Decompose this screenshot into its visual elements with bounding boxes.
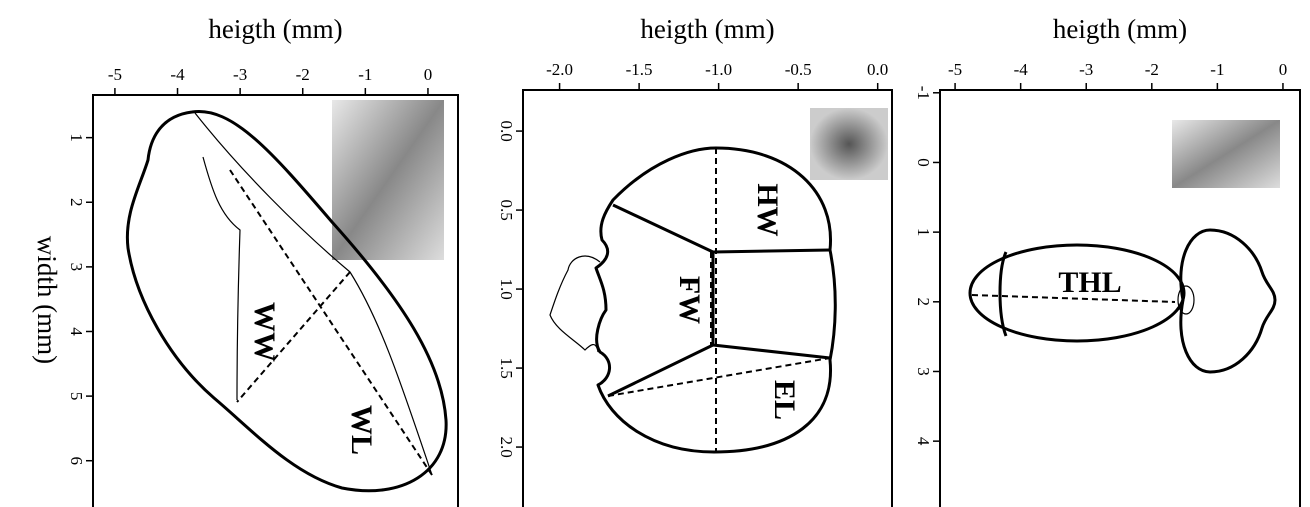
measure-label: FW (673, 276, 706, 324)
x-tick-label: -0.5 (785, 60, 812, 79)
x-tick-label: -5 (108, 65, 122, 84)
measure-label: THL (1058, 266, 1121, 299)
x-tick-label: -2.0 (546, 60, 573, 79)
y-tick-label: 3 (67, 263, 86, 272)
figure: width (mm) WW WL HW FW EL THL (0, 0, 1310, 507)
y-tick-label: 0.5 (497, 199, 516, 220)
x-tick-label: -1 (1210, 60, 1224, 79)
wing-drawing (127, 100, 446, 491)
panel-title: heigth (mm) (640, 14, 774, 44)
y-tick-label: 6 (67, 456, 86, 465)
wing-photo (332, 100, 444, 260)
y-axis-label: width (mm) (32, 236, 62, 364)
x-tick-label: -5 (948, 60, 962, 79)
panel-title: heigth (mm) (208, 14, 342, 44)
head-drawing (550, 108, 888, 452)
x-tick-label: -1 (358, 65, 372, 84)
measure-label: HW (751, 183, 784, 236)
panel-title: heigth (mm) (1053, 14, 1187, 44)
thorax-drawing (970, 120, 1280, 372)
x-tick-label: 0 (1279, 60, 1288, 79)
x-tick-label: -3 (233, 65, 247, 84)
x-tick-label: -2 (1145, 60, 1159, 79)
y-tick-label: 5 (67, 392, 86, 401)
measure-label: WL (345, 405, 378, 455)
x-tick-label: -1.5 (626, 60, 653, 79)
y-tick-label: 2.0 (497, 436, 516, 457)
thorax-photo (1172, 120, 1280, 188)
head-photo (810, 108, 888, 180)
x-tick-label: -4 (170, 65, 185, 84)
x-tick-label: -1.0 (705, 60, 732, 79)
x-tick-label: -4 (1014, 60, 1029, 79)
page: {"y_axis_label": "width (mm)", "panels":… (0, 0, 1310, 507)
y-tick-label: 3 (914, 367, 933, 376)
x-tick-label: -2 (296, 65, 310, 84)
y-tick-label: 0 (914, 158, 933, 167)
y-tick-label: 1.5 (497, 357, 516, 378)
y-tick-label: 2 (914, 298, 933, 307)
y-tick-label: 4 (67, 327, 86, 336)
y-tick-label: -1 (914, 86, 933, 100)
y-tick-label: 2 (67, 198, 86, 207)
measure-label: WW (248, 302, 281, 362)
y-tick-label: 4 (914, 437, 933, 446)
x-tick-label: 0.0 (867, 60, 888, 79)
y-tick-label: 1.0 (497, 278, 516, 299)
y-tick-label: 0.0 (497, 120, 516, 141)
measure-label: EL (768, 380, 801, 420)
x-tick-label: -3 (1079, 60, 1093, 79)
y-tick-label: 1 (914, 228, 933, 237)
y-tick-label: 1 (67, 133, 86, 142)
x-tick-label: 0 (424, 65, 433, 84)
